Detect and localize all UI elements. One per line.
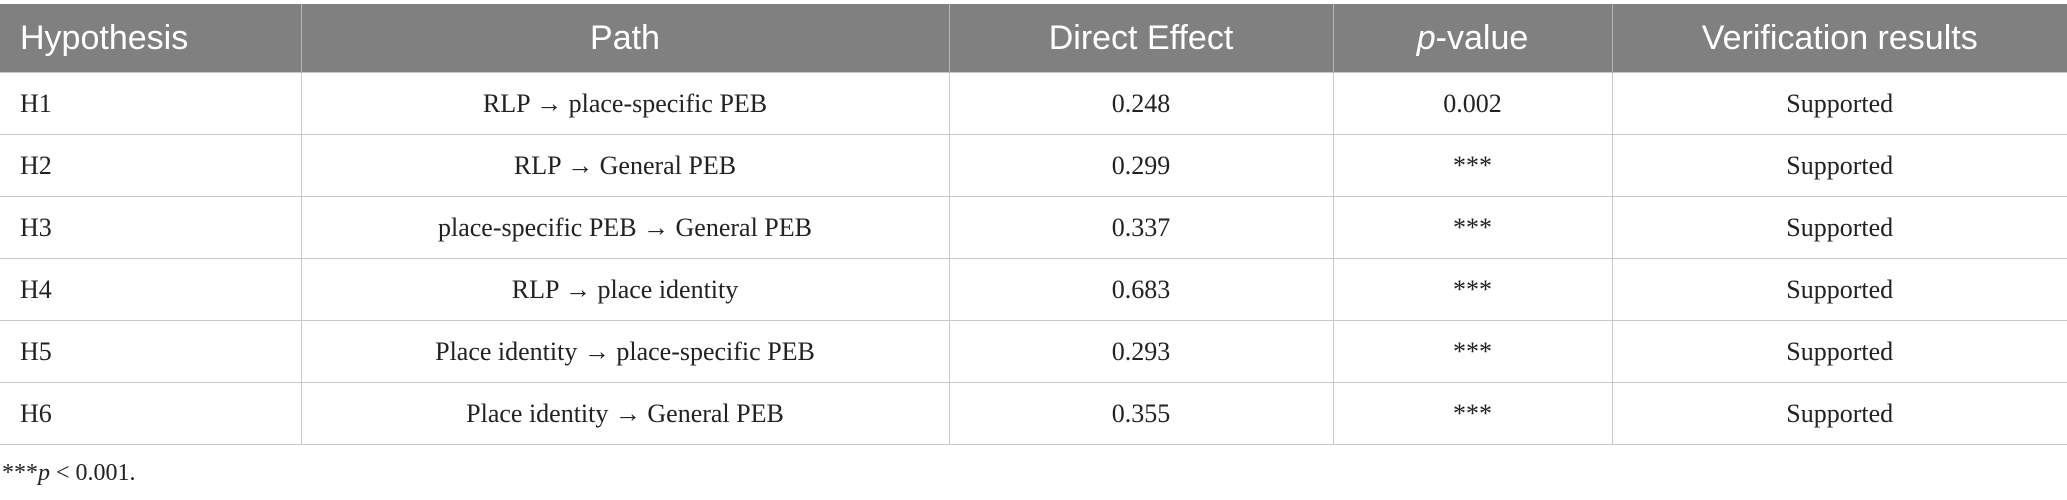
table-row: H5 Place identity → place-specific PEB 0.2…: [0, 320, 2067, 383]
footnote-marker: ***: [2, 460, 38, 486]
table-row: H2 RLP → General PEB 0.299 *** Supported: [0, 134, 2067, 197]
table-cell: Supported: [1611, 382, 2067, 445]
footnote-italic: p: [38, 460, 50, 486]
table-cell: ***: [1332, 134, 1613, 197]
table-cell: ***: [1332, 196, 1613, 259]
footnote: ***p < 0.001.: [2, 460, 136, 487]
table-cell: Place identity → place-specific PEB: [300, 320, 950, 383]
results-table: Hypothesis Path Direct Effect p-value Verifi…: [0, 4, 2067, 445]
table-cell: ***: [1332, 320, 1613, 383]
table-body: H1 RLP → place-specific PEB 0.248 0.002 Supp…: [0, 72, 2067, 445]
table-cell: Supported: [1611, 72, 2067, 135]
table-cell: H4: [0, 258, 302, 321]
table-cell: 0.355: [948, 382, 1334, 445]
table-cell: 0.683: [948, 258, 1334, 321]
table-cell: RLP → place identity: [300, 258, 950, 321]
header-italic: p: [1416, 18, 1436, 57]
table-cell: Supported: [1611, 258, 2067, 321]
table-cell: RLP → place-specific PEB: [300, 72, 950, 135]
header-cell: p-value: [1332, 4, 1612, 73]
table-cell: ***: [1332, 382, 1613, 445]
table-cell: H1: [0, 72, 302, 135]
footnote-text: < 0.001.: [50, 460, 136, 486]
table-cell: H2: [0, 134, 302, 197]
table-cell: H6: [0, 382, 302, 445]
table-cell: H5: [0, 320, 302, 383]
table-cell: place-specific PEB → General PEB: [300, 196, 950, 259]
header-cell: Hypothesis: [0, 4, 301, 73]
table-cell: 0.337: [948, 196, 1334, 259]
header-cell: Verification results: [1611, 4, 2067, 73]
table-cell: 0.248: [948, 72, 1334, 135]
table-cell: H3: [0, 196, 302, 259]
table-cell: Supported: [1611, 196, 2067, 259]
table-cell: 0.293: [948, 320, 1334, 383]
header-cell: Path: [300, 4, 949, 73]
table-cell: ***: [1332, 258, 1613, 321]
table-row: H4 RLP → place identity 0.683 *** Supported: [0, 258, 2067, 321]
header-text: -value: [1435, 18, 1529, 57]
table-row: H3 place-specific PEB → General PEB 0.337 *…: [0, 196, 2067, 259]
header-cell: Direct Effect: [948, 4, 1333, 73]
table-row: H1 RLP → place-specific PEB 0.248 0.002 Supp…: [0, 72, 2067, 135]
table-cell: 0.299: [948, 134, 1334, 197]
table-row: H6 Place identity → General PEB 0.355 *** Su…: [0, 382, 2067, 445]
table-cell: Supported: [1611, 134, 2067, 197]
header-row: Hypothesis Path Direct Effect p-value Verifi…: [0, 4, 2067, 73]
table-cell: Supported: [1611, 320, 2067, 383]
table-cell: 0.002: [1332, 72, 1613, 135]
table-cell: RLP → General PEB: [300, 134, 950, 197]
table-cell: Place identity → General PEB: [300, 382, 950, 445]
